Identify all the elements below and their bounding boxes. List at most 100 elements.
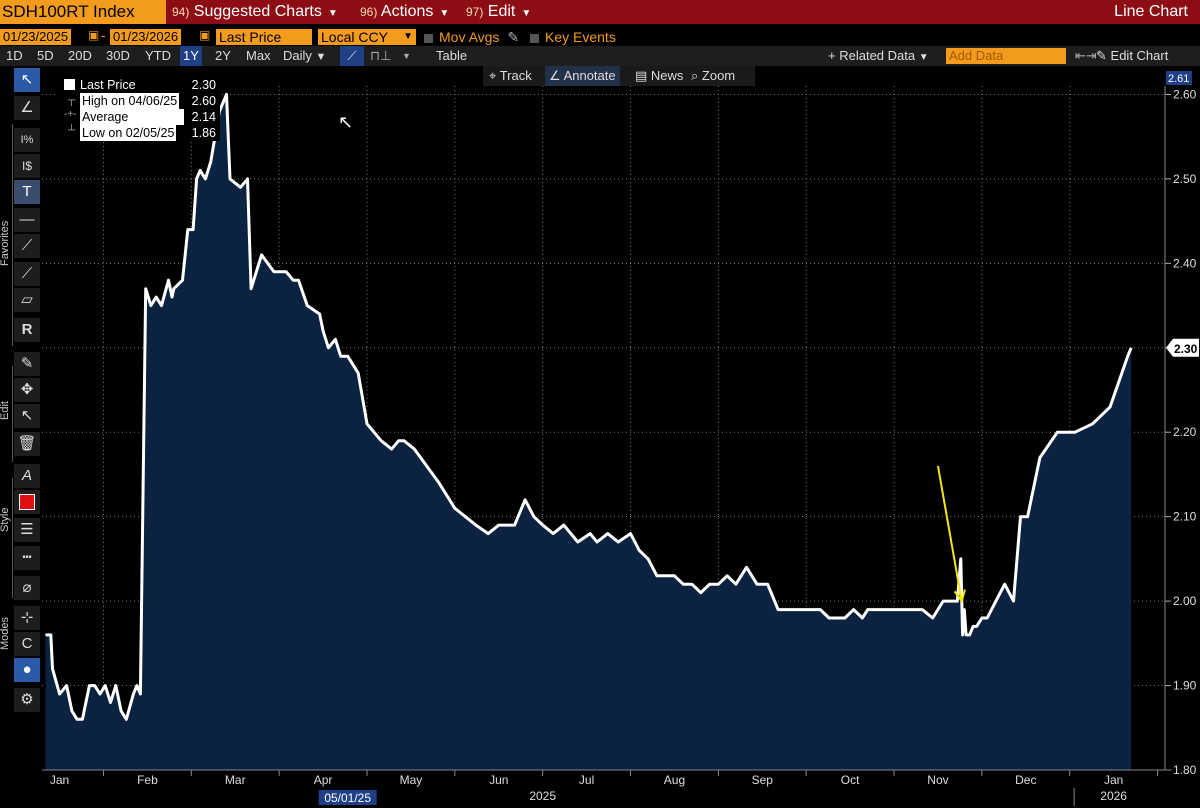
field-select[interactable]: Last Price: [216, 29, 312, 45]
sidebar-divider: [12, 478, 13, 598]
range-1d[interactable]: 1D: [6, 48, 23, 63]
x-tick-label: Nov: [927, 773, 948, 787]
draw-line-icon[interactable]: ∠: [14, 96, 40, 120]
legend-high-label: High on 04/06/25: [80, 93, 180, 109]
edit-chart-label: Edit Chart: [1110, 48, 1169, 63]
mov-avgs-label: Mov Avgs: [439, 29, 500, 45]
ticker-input[interactable]: SDH100RT Index: [0, 0, 166, 24]
percent-tool-icon[interactable]: I%: [14, 128, 40, 152]
start-date-input[interactable]: 01/23/2025: [0, 29, 72, 45]
track-button[interactable]: ⌖ Track: [489, 66, 532, 86]
year-label: 2026: [1100, 789, 1127, 803]
arrows-icon[interactable]: ⇤⇥: [1075, 48, 1097, 63]
menu-edit[interactable]: 97) Edit ▼: [466, 0, 531, 24]
chart-type-label: Line Chart: [1114, 3, 1188, 20]
legend-low-value: 1.86: [191, 126, 216, 140]
dollar-tool-icon[interactable]: I$: [14, 154, 40, 178]
text-tool-icon[interactable]: T: [14, 180, 40, 204]
crosshair-icon[interactable]: ⊹: [14, 606, 40, 630]
news-button[interactable]: ▤ News: [635, 66, 683, 86]
x-tick-label: Feb: [137, 773, 158, 787]
key-events-toggle[interactable]: Key Events: [530, 29, 616, 45]
calendar-icon[interactable]: ▣: [199, 28, 211, 42]
x-tick-label: Jan: [50, 773, 69, 787]
crosshair-value-box: [1166, 71, 1192, 85]
caret-down-icon: ▼: [403, 31, 413, 42]
line-chart-icon[interactable]: ⟋: [340, 46, 364, 66]
x-tick-label: Jul: [579, 773, 594, 787]
line-style-icon[interactable]: ┅: [14, 546, 40, 570]
zoom-button[interactable]: ⌕ Zoom: [691, 66, 735, 86]
horizontal-line-icon[interactable]: —: [14, 208, 40, 232]
crosshair-icon: ⌖: [489, 68, 497, 83]
caret-down-icon[interactable]: ▼: [402, 51, 411, 61]
regression-icon[interactable]: R: [14, 318, 40, 342]
period-select[interactable]: Daily ▼: [283, 46, 326, 66]
edit-chart-button[interactable]: ✎ Edit Chart: [1096, 46, 1168, 66]
menu-number: 96): [360, 5, 378, 19]
x-tick-label: Jan: [1104, 773, 1123, 787]
magnet-icon[interactable]: C: [14, 632, 40, 656]
range-20d[interactable]: 20D: [68, 48, 92, 63]
title-bar: SDH100RT Index 94) Suggested Charts ▼ 96)…: [0, 0, 1200, 24]
move-icon[interactable]: ✥: [14, 378, 40, 402]
annotate-button[interactable]: ∠ Annotate: [545, 66, 620, 86]
annotation-arrow: [936, 465, 966, 604]
arrow-head: [953, 589, 966, 604]
gear-icon[interactable]: ⚙: [14, 688, 40, 712]
related-data-label: Related Data: [839, 48, 916, 63]
legend-swatch[interactable]: [64, 79, 75, 90]
range-30d[interactable]: 30D: [106, 48, 130, 63]
checkbox-icon: [530, 33, 539, 43]
range-bar: 1D 5D 20D 30D YTD 1Y 2Y Max Daily ▼ ⟋ ⊓⊥…: [0, 46, 1200, 66]
end-date-input[interactable]: 01/23/2026: [110, 29, 182, 45]
menu-actions[interactable]: 96) Actions ▼: [360, 0, 449, 24]
y-tick-label: 1.90: [1173, 679, 1197, 693]
y-tick-label: 2.60: [1173, 87, 1197, 101]
legend-last-price-label: Last Price: [80, 78, 136, 92]
pencil-icon[interactable]: ✎: [507, 29, 520, 45]
annotate-label: Annotate: [563, 68, 616, 83]
bar-style-icon[interactable]: ⊓⊥: [370, 48, 392, 63]
mov-avgs-toggle[interactable]: Mov Avgs ✎: [424, 29, 519, 45]
trash-icon[interactable]: 🗑: [14, 432, 40, 456]
channel-icon[interactable]: ▱: [14, 288, 40, 312]
range-1y[interactable]: 1Y: [180, 46, 202, 66]
price-line: [45, 92, 1133, 721]
average-marker-icon: -+-: [64, 109, 77, 120]
font-icon[interactable]: A: [14, 464, 40, 488]
eraser-icon[interactable]: ⌀: [14, 576, 40, 600]
range-max[interactable]: Max: [246, 48, 271, 63]
pencil-icon: ✎: [1096, 48, 1107, 63]
currency-select[interactable]: Local CCY ▼: [318, 29, 416, 45]
annotate-icon: ∠: [549, 68, 561, 83]
track-label: Track: [499, 68, 532, 83]
calendar-icon[interactable]: ▣: [88, 28, 100, 42]
y-tick-label: 2.20: [1173, 425, 1197, 439]
color-mode-icon[interactable]: ●: [14, 658, 40, 682]
trend-line-icon[interactable]: ⟋: [14, 234, 40, 258]
menu-label: Actions: [380, 3, 434, 20]
caret-down-icon: ▼: [315, 51, 327, 63]
color-swatch[interactable]: [14, 490, 40, 514]
range-ytd[interactable]: YTD: [145, 48, 171, 63]
table-button[interactable]: Table: [436, 48, 468, 63]
menu-suggested-charts[interactable]: 94) Suggested Charts ▼: [172, 0, 338, 24]
x-tick-label: Jun: [489, 773, 508, 787]
line-weight-icon[interactable]: ☰: [14, 518, 40, 542]
pointer-icon[interactable]: ↖: [14, 68, 40, 92]
range-5d[interactable]: 5D: [37, 48, 54, 63]
add-data-input[interactable]: Add Data: [946, 48, 1066, 64]
pencil-icon[interactable]: ✎: [14, 352, 40, 376]
select-plus-icon[interactable]: ↖: [14, 404, 40, 428]
range-2y[interactable]: 2Y: [215, 48, 231, 63]
news-label: News: [650, 68, 684, 83]
related-data-button[interactable]: + Related Data ▼: [828, 48, 929, 63]
x-tick-label: Mar: [225, 773, 246, 787]
last-value-label: 2.30: [1174, 342, 1198, 356]
legend: Last Price 2.30 ┬ High on 04/06/25 2.60 …: [56, 77, 220, 141]
x-tick-label: Sep: [752, 773, 774, 787]
legend-average-value: 2.14: [191, 110, 216, 124]
ray-line-icon[interactable]: ⟋: [14, 262, 40, 286]
